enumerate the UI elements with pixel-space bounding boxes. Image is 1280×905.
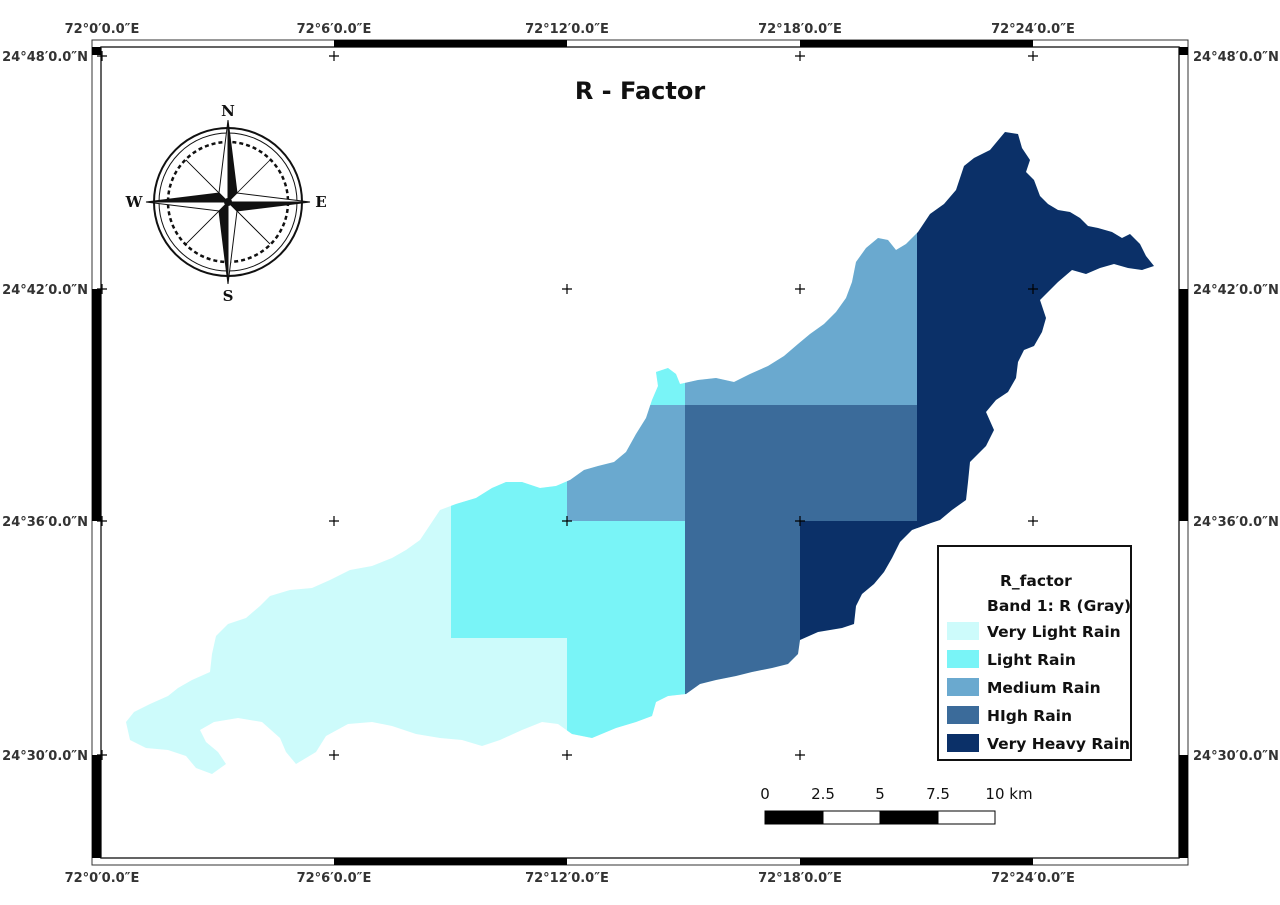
legend-swatch <box>947 678 979 696</box>
legend-label: HIgh Rain <box>987 707 1072 725</box>
lon-label-top: 72°12′0.0″E <box>525 22 609 37</box>
legend-title: R_factor <box>1000 572 1072 590</box>
raster-zone-very-heavy-rain <box>917 132 1154 530</box>
legend-item: HIgh Rain <box>947 706 1072 725</box>
legend-item: Very Heavy Rain <box>947 734 1130 753</box>
lat-label-left: 24°48′0.0″N <box>2 50 88 65</box>
compass-rose-icon: N S E W <box>125 102 327 305</box>
legend-swatch <box>947 622 979 640</box>
lat-label-right: 24°42′0.0″N <box>1193 283 1279 298</box>
lon-label-bottom: 72°24′0.0″E <box>991 871 1075 886</box>
left-latitude-labels: 24°48′0.0″N 24°42′0.0″N 24°36′0.0″N 24°3… <box>2 50 88 764</box>
lat-label-right: 24°30′0.0″N <box>1193 749 1279 764</box>
raster-zone-medium-rain <box>567 405 685 521</box>
lat-label-right: 24°36′0.0″N <box>1193 515 1279 530</box>
legend-item: Very Light Rain <box>947 622 1121 641</box>
raster-zone-high-rain <box>685 521 800 750</box>
scale-label: 10 km <box>985 785 1032 803</box>
scale-bar: 0 2.5 5 7.5 10 km <box>760 785 1033 825</box>
legend-label: Very Light Rain <box>987 623 1121 641</box>
lon-label-bottom: 72°6′0.0″E <box>297 871 372 886</box>
scale-label: 7.5 <box>926 785 950 803</box>
lon-label-bottom: 72°12′0.0″E <box>525 871 609 886</box>
lat-label-left: 24°30′0.0″N <box>2 749 88 764</box>
scale-label: 5 <box>875 785 885 803</box>
right-latitude-labels: 24°48′0.0″N 24°42′0.0″N 24°36′0.0″N 24°3… <box>1193 50 1279 764</box>
lon-label-bottom: 72°0′0.0″E <box>65 871 140 886</box>
lat-label-left: 24°36′0.0″N <box>2 515 88 530</box>
legend-item: Light Rain <box>947 650 1076 669</box>
graticule-crosses <box>97 51 1038 760</box>
legend-label: Very Heavy Rain <box>987 735 1130 753</box>
lon-label-top: 72°18′0.0″E <box>758 22 842 37</box>
map-title: R - Factor <box>575 77 706 105</box>
lon-label-top: 72°24′0.0″E <box>991 22 1075 37</box>
compass-north-label: N <box>221 102 235 120</box>
compass-south-label: S <box>223 287 234 305</box>
legend-item: Medium Rain <box>947 678 1101 697</box>
raster-zone-high-rain <box>685 405 917 521</box>
lon-label-top: 72°6′0.0″E <box>297 22 372 37</box>
scale-label: 0 <box>760 785 770 803</box>
compass-east-label: E <box>315 193 326 211</box>
legend-swatch <box>947 706 979 724</box>
legend-swatch <box>947 734 979 752</box>
lat-label-right: 24°48′0.0″N <box>1193 50 1279 65</box>
scale-label: 2.5 <box>811 785 835 803</box>
legend: R_factor Band 1: R (Gray) Very Light Rai… <box>937 545 1132 761</box>
legend-swatch <box>947 650 979 668</box>
top-longitude-labels: 72°0′0.0″E 72°6′0.0″E 72°12′0.0″E 72°18′… <box>65 22 1075 37</box>
legend-label: Medium Rain <box>987 679 1101 697</box>
lon-label-top: 72°0′0.0″E <box>65 22 140 37</box>
raster-zone-light-rain <box>567 520 685 750</box>
raster-zone-very-heavy-rain <box>800 521 930 661</box>
raster-zone-medium-rain <box>685 230 917 405</box>
raster-zone-light-rain <box>640 360 685 410</box>
lat-label-left: 24°42′0.0″N <box>2 283 88 298</box>
bottom-longitude-labels: 72°0′0.0″E 72°6′0.0″E 72°12′0.0″E 72°18′… <box>65 871 1075 886</box>
legend-subtitle: Band 1: R (Gray) <box>987 597 1131 615</box>
legend-label: Light Rain <box>987 651 1076 669</box>
compass-west-label: W <box>125 193 144 211</box>
graticule-border <box>92 40 1188 865</box>
lon-label-bottom: 72°18′0.0″E <box>758 871 842 886</box>
